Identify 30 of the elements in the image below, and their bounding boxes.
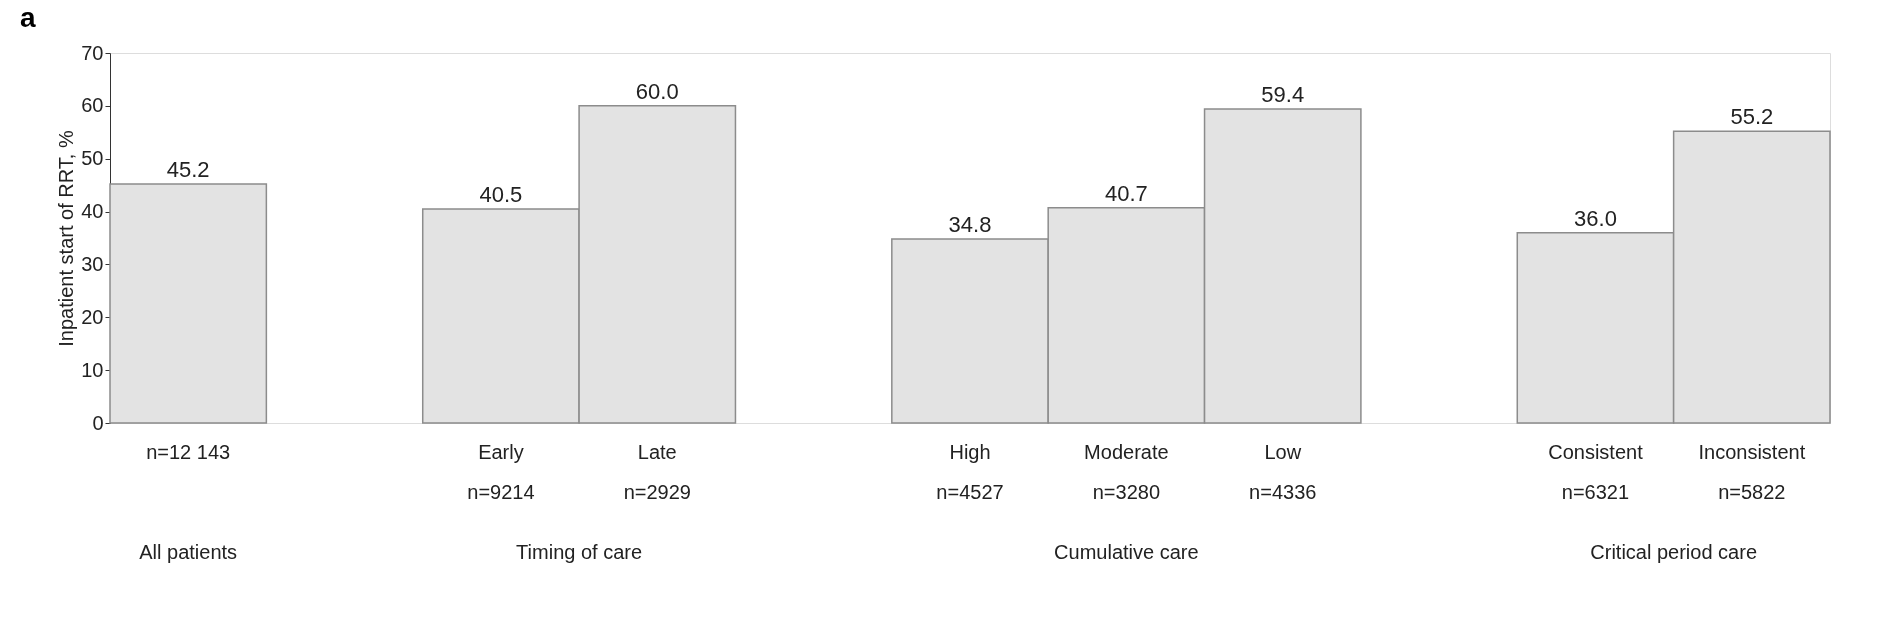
text: All patients xyxy=(139,541,238,563)
chart-title: a xyxy=(20,2,36,33)
x-tick-label: Late n=2929 xyxy=(623,441,691,503)
y-tick-label: 30 xyxy=(81,252,104,275)
text: Critical period care xyxy=(1590,541,1757,563)
x-tick-label: Early n=9214 xyxy=(467,441,535,503)
y-tick-label: 60 xyxy=(81,94,104,117)
data-label: 34.8 xyxy=(948,212,992,238)
y-tick-label: 0 xyxy=(92,411,104,434)
y-tick-label: 70 xyxy=(81,41,104,64)
y-tick-label: 20 xyxy=(81,305,104,328)
text: Cumulative care xyxy=(1054,541,1199,563)
y-axis-title: Inpatient start of RRT, % xyxy=(55,130,78,347)
data-label: 40.7 xyxy=(1104,180,1148,206)
text: Timing of care xyxy=(516,541,643,563)
y-tick-label: 40 xyxy=(81,200,104,223)
y-tick-label: 50 xyxy=(81,147,104,170)
x-tick-label: Low n=4336 xyxy=(1249,441,1317,503)
x-tick-label: Moderate n=3280 xyxy=(1084,441,1169,503)
data-label: 45.2 xyxy=(166,157,210,183)
data-label: 59.4 xyxy=(1261,82,1305,108)
y-tick-label: 10 xyxy=(81,358,104,381)
data-label: 60.0 xyxy=(635,78,679,104)
x-tick-label: n=12 143 xyxy=(146,441,231,463)
x-tick-label: Consistent n=6321 xyxy=(1548,441,1644,503)
data-label: 36.0 xyxy=(1574,205,1617,231)
data-label: 40.5 xyxy=(479,181,523,207)
data-label: 55.2 xyxy=(1730,104,1774,130)
x-tick-label: Inconsistent n=5822 xyxy=(1698,441,1806,503)
x-tick-label: High n=4527 xyxy=(936,441,1004,503)
